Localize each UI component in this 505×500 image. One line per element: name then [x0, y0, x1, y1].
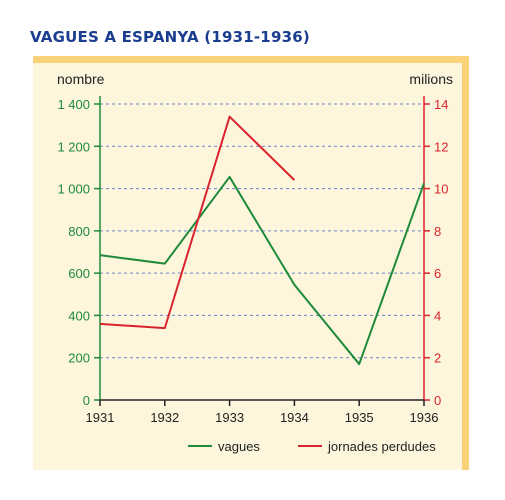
y-left-axis-label: nombre [57, 71, 105, 87]
y-left-tick-label: 1 000 [57, 182, 90, 197]
x-tick-label: 1931 [86, 410, 115, 425]
y-left-tick-label: 800 [68, 224, 90, 239]
y-left-tick-label: 200 [68, 351, 90, 366]
y-right-tick-label: 12 [434, 139, 448, 154]
legend-label: jornades perdudes [327, 439, 436, 454]
y-right-tick-label: 6 [434, 266, 441, 281]
y-right-tick-label: 0 [434, 393, 441, 408]
axes: 0 200 400 600 800 1 000 1 200 1 400 0 2 4 6 8 10 12 14 1… [57, 96, 448, 425]
y-left-tick-label: 600 [68, 266, 90, 281]
legend: vagues jornades perdudes [188, 439, 436, 454]
y-right-tick-label: 4 [434, 308, 441, 323]
series [99, 115, 425, 366]
y-right-axis-label: milions [409, 71, 453, 87]
chart-panel [33, 56, 464, 470]
series-line-vagues [99, 175, 425, 366]
y-right-tick-label: 2 [434, 351, 441, 366]
y-right-tick-label: 8 [434, 224, 441, 239]
y-right-tick-label: 10 [434, 182, 448, 197]
chart-title: VAGUES A ESPANYA (1931-1936) [30, 28, 310, 46]
y-left-tick-label: 400 [68, 308, 90, 323]
panel-right-border [462, 56, 469, 470]
x-tick-label: 1936 [410, 410, 439, 425]
y-left-tick-label: 0 [83, 393, 90, 408]
legend-label: vagues [218, 439, 260, 454]
x-tick-label: 1932 [150, 410, 179, 425]
y-right-tick-label: 14 [434, 97, 448, 112]
panel-top-border [33, 56, 469, 63]
y-left-tick-label: 1 200 [57, 139, 90, 154]
x-tick-label: 1934 [280, 410, 309, 425]
x-tick-label: 1933 [215, 410, 244, 425]
x-tick-label: 1935 [345, 410, 374, 425]
y-left-tick-label: 1 400 [57, 97, 90, 112]
series-line-jornades-perdudes [99, 115, 296, 330]
